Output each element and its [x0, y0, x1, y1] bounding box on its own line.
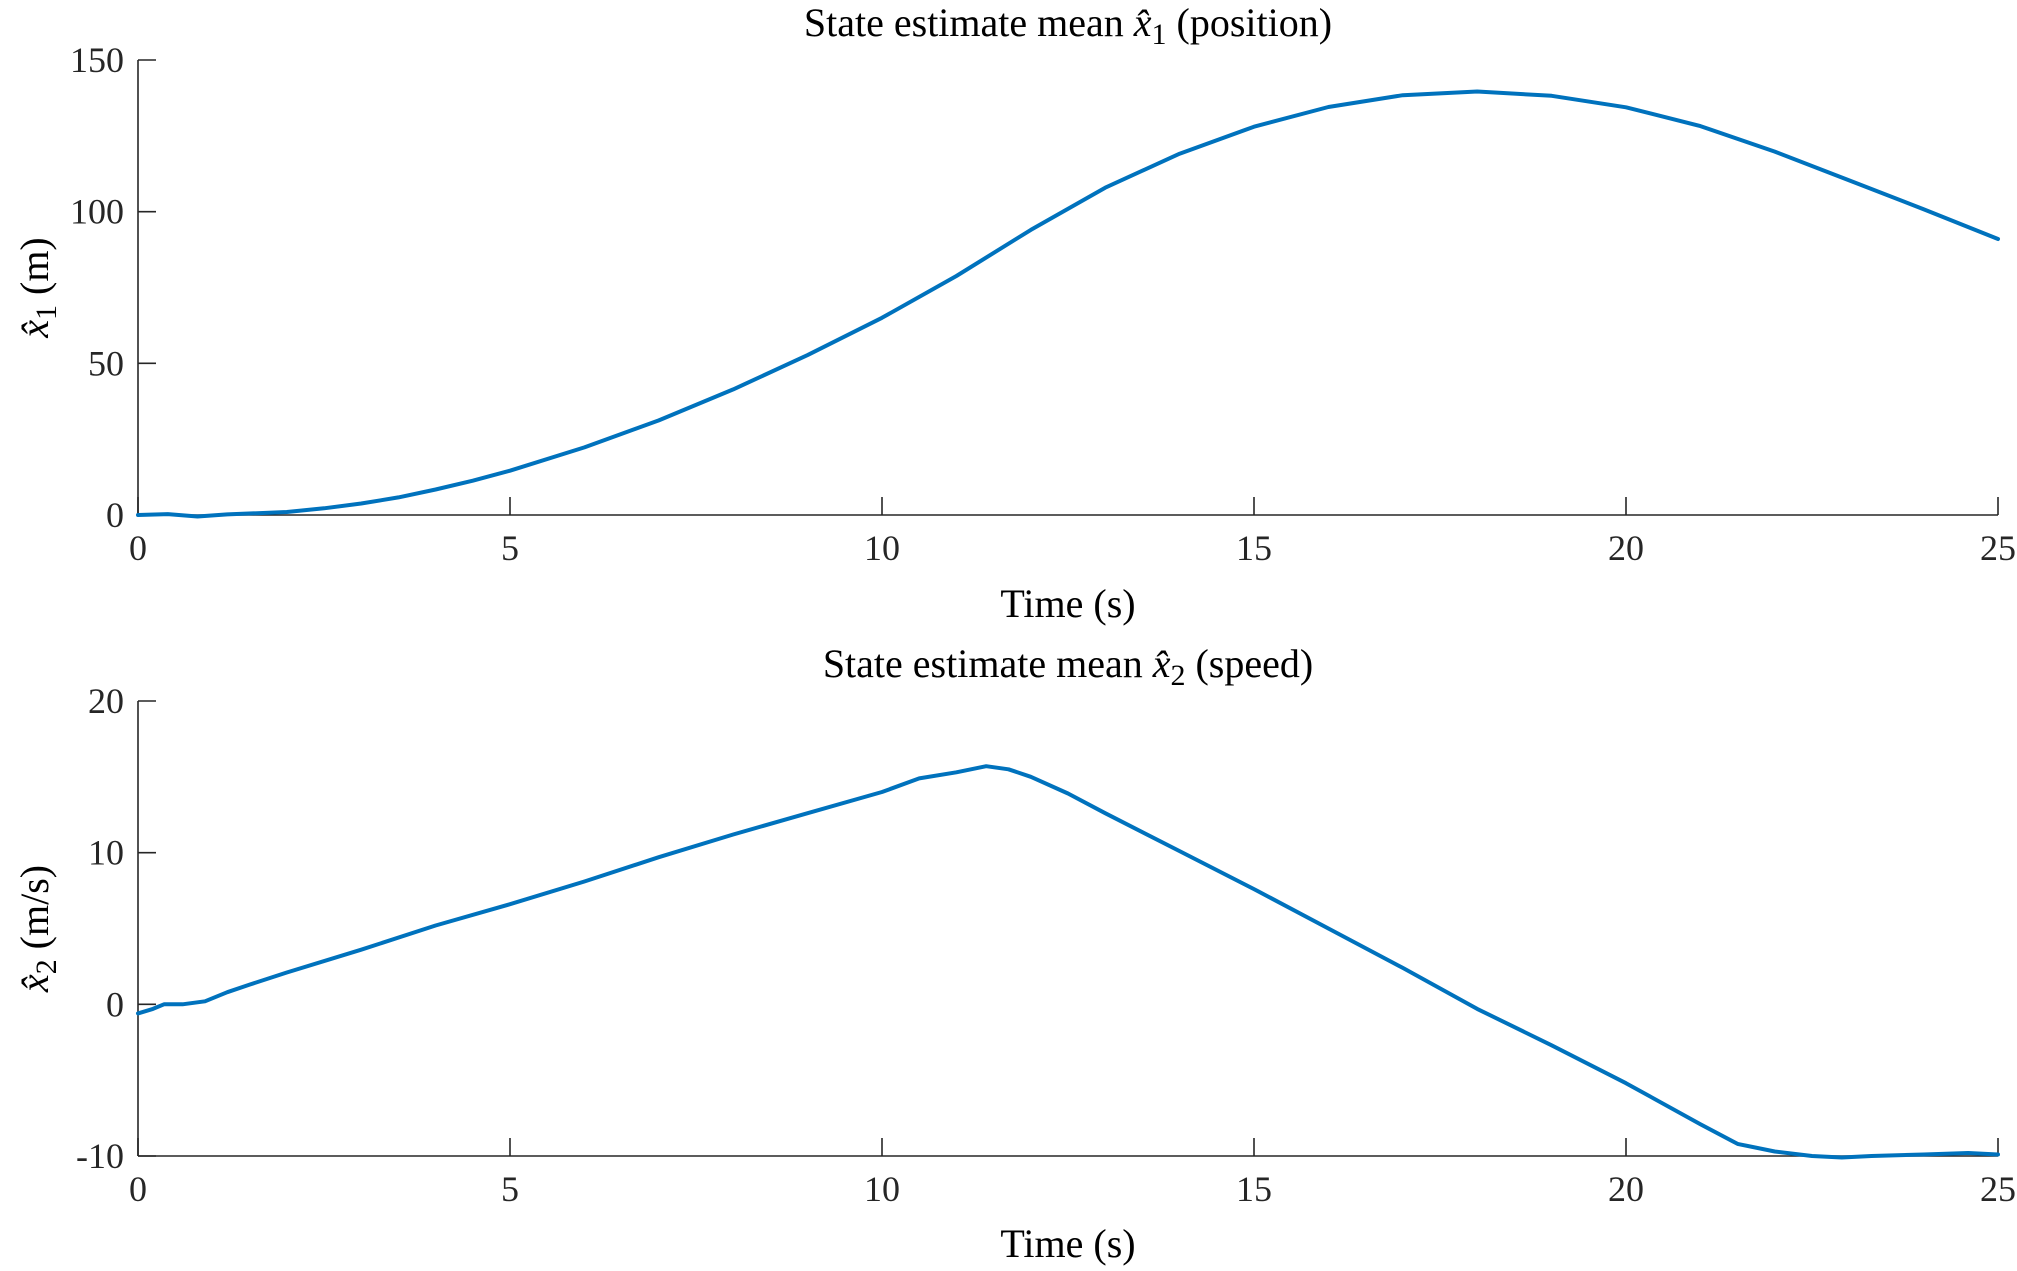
x-tick-label-1: 5 — [501, 528, 519, 568]
x-axis-label-2: Time (s) — [1000, 1221, 1135, 1266]
y-tick-label-2: 10 — [88, 833, 124, 873]
y-tick-label-2: -10 — [76, 1136, 124, 1176]
x-tick-label-1: 25 — [1980, 528, 2016, 568]
chart-title-2: State estimate mean x̂2 (speed) — [823, 641, 1313, 692]
series-line-2 — [136, 764, 2000, 1160]
y-axis-label-1: x̂1 (m) — [12, 237, 63, 339]
x-tick-label-2: 25 — [1980, 1169, 2016, 1209]
x-axis-label-1: Time (s) — [1000, 581, 1135, 626]
y-tick-label-2: 0 — [106, 984, 124, 1024]
y-tick-label-1: 0 — [106, 495, 124, 535]
y-tick-label-1: 150 — [70, 40, 124, 80]
x-tick-label-2: 0 — [129, 1169, 147, 1209]
x-tick-label-2: 10 — [864, 1169, 900, 1209]
x-tick-label-2: 20 — [1608, 1169, 1644, 1209]
series-line-1 — [136, 89, 2000, 519]
y-axis-label-2: x̂2 (m/s) — [12, 865, 63, 993]
x-tick-label-1: 0 — [129, 528, 147, 568]
x-tick-label-1: 20 — [1608, 528, 1644, 568]
x-tick-label-1: 15 — [1236, 528, 1272, 568]
y-tick-label-1: 50 — [88, 343, 124, 383]
subplot-1: 0 5 10 15 20 25 0 50 100 150 State estimate mean x… — [12, 0, 2016, 626]
y-tick-label-2: 20 — [88, 681, 124, 721]
x-tick-label-1: 10 — [864, 528, 900, 568]
y-tick-label-1: 100 — [70, 192, 124, 232]
x-tick-label-2: 5 — [501, 1169, 519, 1209]
x-tick-label-2: 15 — [1236, 1169, 1272, 1209]
chart-title-1: State estimate mean x̂1 (position) — [804, 0, 1332, 51]
